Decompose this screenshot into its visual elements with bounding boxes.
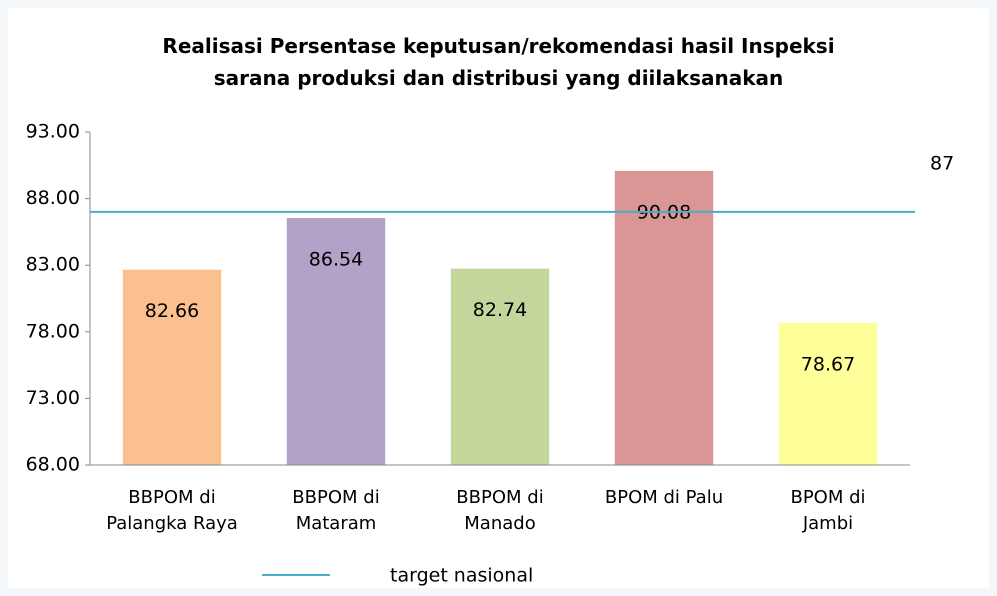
x-tick-label: BBPOM di Manado bbox=[456, 487, 544, 534]
data-label: 86.54 bbox=[309, 249, 363, 271]
y-tick-label: 68.00 bbox=[26, 454, 80, 476]
target-label: 87 bbox=[930, 152, 954, 174]
data-label: 78.67 bbox=[801, 353, 855, 375]
bar bbox=[614, 170, 714, 465]
x-tick-label: BBPOM di Mataram bbox=[292, 487, 380, 534]
data-label: 82.66 bbox=[145, 300, 199, 322]
bar bbox=[122, 269, 222, 465]
y-tick-label: 93.00 bbox=[26, 121, 80, 143]
chart-title: Realisasi Persentase keputusan/rekomenda… bbox=[162, 34, 835, 90]
y-tick-label: 83.00 bbox=[26, 254, 80, 276]
bar bbox=[286, 218, 386, 465]
x-tick-label: BPOM di Jambi bbox=[790, 487, 866, 534]
bar bbox=[450, 268, 550, 465]
legend-label: target nasional bbox=[390, 565, 533, 587]
y-tick-label: 78.00 bbox=[26, 320, 80, 342]
bar bbox=[778, 322, 878, 465]
y-tick-label: 88.00 bbox=[26, 187, 80, 209]
x-tick-label: BPOM di Palu bbox=[604, 487, 724, 508]
data-label: 82.74 bbox=[473, 299, 527, 321]
x-tick-label: BBPOM di Palangka Raya bbox=[106, 487, 238, 534]
y-tick-label: 73.00 bbox=[26, 387, 80, 409]
